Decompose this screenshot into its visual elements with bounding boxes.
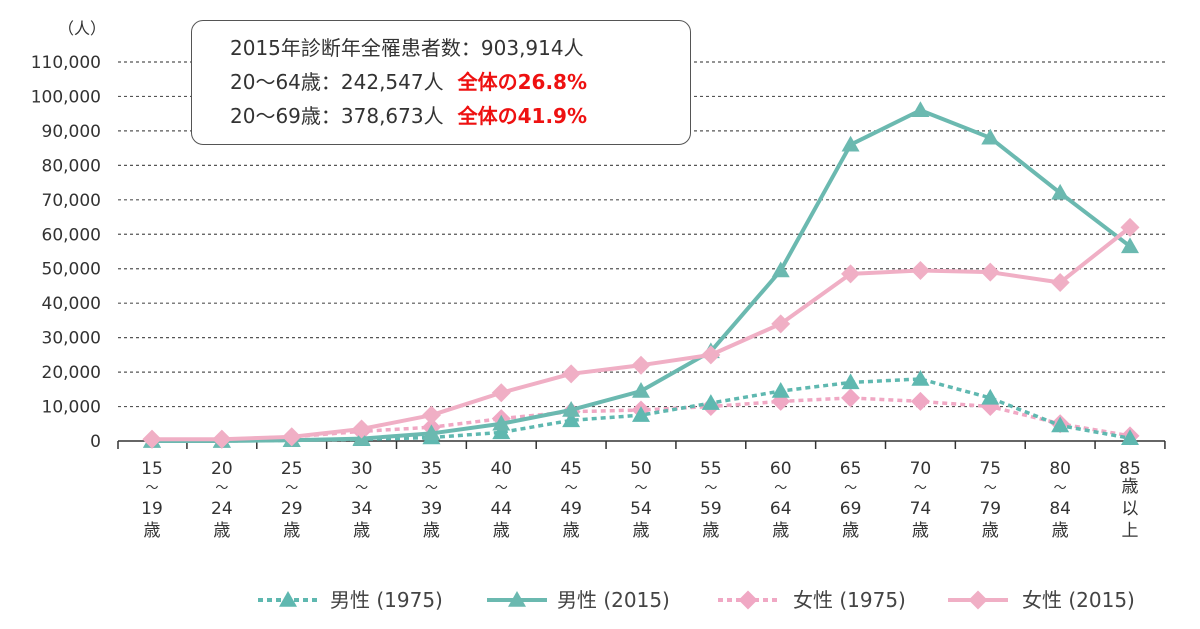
data-point (981, 128, 1000, 145)
legend-label: 男性 (2015) (557, 588, 670, 612)
annotation-box: 2015年診断年全罹患者数：903,914人 20〜64歳：242,547人 全体… (191, 20, 691, 145)
data-point (352, 419, 372, 439)
legend-marker (968, 590, 988, 610)
data-point (491, 383, 511, 403)
data-point (981, 388, 1000, 405)
data-point (910, 391, 930, 411)
data-point (421, 405, 441, 425)
x-tick-label: 75 〜 79 歳 (979, 459, 1001, 541)
y-tick-label: 30,000 (42, 329, 101, 349)
data-point (562, 411, 581, 428)
x-tick-label: 55 〜 59 歳 (700, 459, 722, 541)
y-tick-label: 10,000 (42, 398, 101, 418)
y-tick-label: 90,000 (42, 122, 101, 142)
x-tick-label: 15 〜 19 歳 (141, 459, 163, 541)
data-point (562, 400, 581, 417)
annotation-total: 2015年診断年全罹患者数：903,914人 (230, 36, 584, 60)
data-point (911, 101, 930, 117)
data-point (910, 260, 930, 280)
legend-marker (738, 590, 758, 610)
annotation-20-64: 20〜64歳：242,547人 全体の26.8% (230, 65, 690, 99)
data-point (841, 135, 860, 152)
y-tick-label: 60,000 (42, 225, 101, 245)
x-tick-label: 50 〜 54 歳 (630, 459, 652, 541)
y-unit-label: （人） (58, 19, 106, 38)
legend-label: 女性 (1975) (793, 588, 906, 612)
y-tick-label: 80,000 (42, 156, 101, 176)
annotation-20-64-count: 20〜64歳：242,547人 (230, 70, 444, 94)
data-point (841, 264, 861, 284)
x-tick-label: 80 〜 84 歳 (1049, 459, 1071, 541)
data-point (631, 355, 651, 375)
data-point (632, 382, 650, 398)
x-tick-label: 60 〜 64 歳 (770, 459, 792, 541)
y-tick-label: 50,000 (42, 260, 101, 280)
x-tick-label: 40 〜 44 歳 (490, 459, 512, 541)
y-tick-label: 0 (90, 432, 101, 452)
x-tick-label: 35 〜 39 歳 (421, 459, 443, 541)
data-point (212, 429, 232, 449)
data-point (911, 369, 930, 386)
data-point (1051, 416, 1070, 433)
y-axis-ticks: 0 10,000 20,000 30,000 40,000 50,000 60,000 70,… (31, 53, 101, 452)
data-point (561, 364, 581, 384)
x-tick-label: 45 〜 49 歳 (560, 459, 582, 541)
data-point (282, 427, 302, 447)
x-tick-label: 30 〜 34 歳 (351, 459, 373, 541)
data-point (771, 314, 791, 334)
data-point (422, 424, 441, 441)
data-point (701, 345, 721, 365)
x-tick-label: 25 〜 29 歳 (281, 459, 303, 541)
data-point (771, 382, 790, 398)
legend-marker (279, 591, 297, 607)
annotation-20-64-percent: 全体の26.8% (457, 70, 587, 94)
legend: 男性 (1975) 男性 (2015) 女性 (1975) 女性 (2015) (258, 588, 1135, 612)
data-point (771, 261, 790, 278)
series-3 (142, 217, 1140, 449)
series-layer (142, 101, 1140, 449)
annotation-20-69-count: 20〜69歳：378,673人 (230, 104, 444, 128)
annotation-20-69-percent: 全体の41.9% (457, 104, 587, 128)
data-point (632, 406, 650, 422)
data-point (841, 373, 860, 390)
y-tick-label: 100,000 (31, 87, 101, 107)
x-tick-label: 70 〜 74 歳 (910, 459, 932, 541)
data-point (492, 414, 511, 431)
legend-label: 男性 (1975) (330, 588, 443, 612)
legend-label: 女性 (2015) (1022, 588, 1135, 612)
x-tick-label: 65 〜 69 歳 (840, 459, 862, 541)
data-point (142, 429, 162, 449)
data-point (701, 394, 720, 410)
x-tick-label: 85 歳以上 (1119, 459, 1141, 541)
data-point (841, 388, 861, 408)
y-tick-label: 110,000 (31, 53, 101, 73)
y-tick-label: 20,000 (42, 363, 101, 383)
data-point (980, 262, 1000, 282)
x-tick-label: 20 〜 24 歳 (211, 459, 233, 541)
data-point (1121, 429, 1139, 445)
annotation-20-69: 20〜69歳：378,673人 全体の41.9% (230, 99, 690, 133)
data-point (1051, 183, 1070, 200)
data-point (1050, 273, 1070, 293)
y-tick-label: 40,000 (42, 294, 101, 314)
y-tick-label: 70,000 (42, 191, 101, 211)
x-axis-ticks: 15 〜 19 歳 20 〜 24 歳 25 〜 29 歳 30 〜 34 歳 35 〜 39 歳 40 〜 44 歳 45 〜 4… (141, 459, 1141, 541)
data-point (1120, 217, 1140, 237)
legend-marker (508, 591, 526, 607)
data-point (1121, 237, 1139, 254)
data-point (492, 423, 511, 440)
